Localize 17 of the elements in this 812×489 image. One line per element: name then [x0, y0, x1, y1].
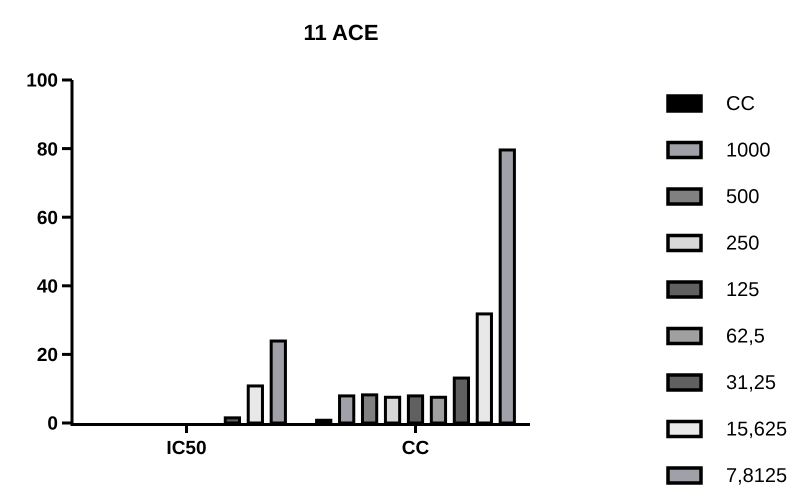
legend-label: 1000	[726, 140, 770, 162]
legend-label: 250	[726, 232, 760, 254]
y-tick-label: 60	[36, 208, 58, 229]
y-tick-label: 40	[36, 276, 58, 298]
legend-label: 7,8125	[726, 465, 788, 487]
chart-title: 11 ACE	[303, 20, 379, 45]
y-tick-label: 20	[36, 345, 58, 366]
x-tick-label: IC50	[166, 438, 207, 459]
legend-label: CC	[726, 93, 755, 115]
y-tick-label: 80	[36, 139, 58, 160]
legend-label: 31,25	[726, 372, 776, 394]
legend-label: 15,625	[726, 418, 788, 440]
legend-label: 62,5	[726, 326, 765, 348]
legend-label: 500	[726, 186, 760, 208]
legend-label: 125	[726, 279, 760, 301]
y-tick-label: 0	[47, 414, 58, 435]
y-tick-label: 100	[26, 70, 58, 92]
